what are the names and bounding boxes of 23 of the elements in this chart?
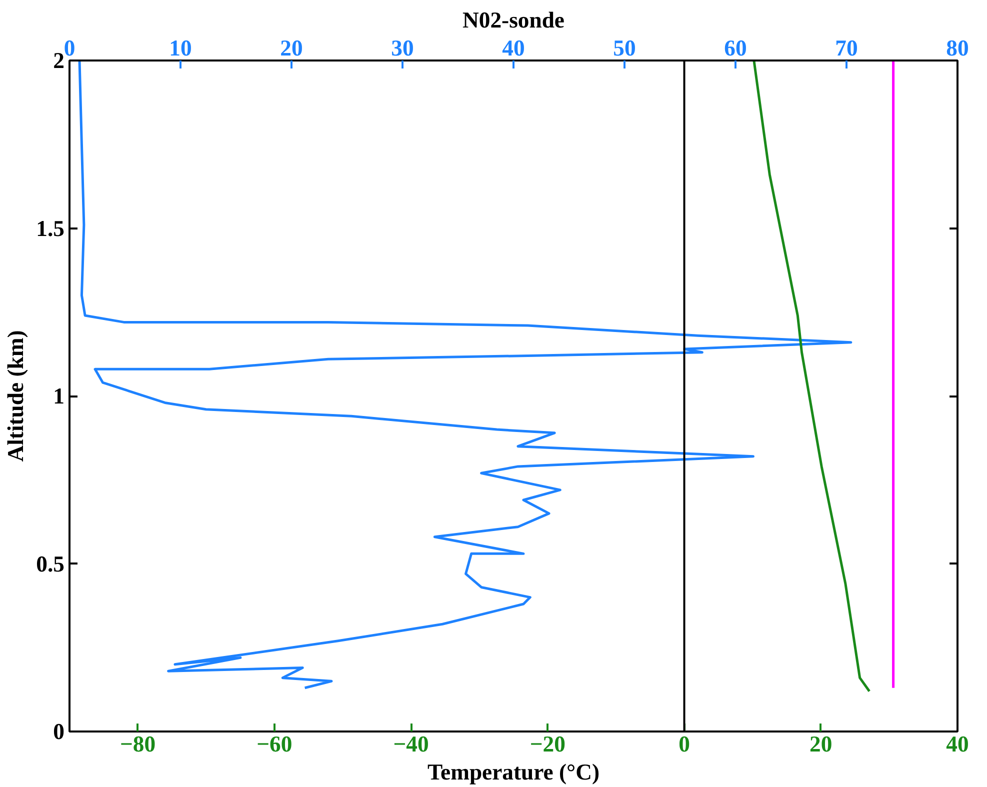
y-tick-label: 0.5 — [36, 551, 65, 576]
x2-tick-label: 40 — [502, 36, 525, 60]
x-tick-label: −60 — [256, 732, 292, 756]
y-tick-label: 1 — [53, 384, 64, 408]
x-tick-label: −40 — [393, 732, 429, 756]
x-axis-title: Temperature (°C) — [427, 760, 600, 784]
x-tick-label: 40 — [946, 732, 969, 756]
x2-tick-label: 20 — [280, 36, 303, 60]
line-series — [752, 60, 871, 692]
y-axis-title: Altitude (km) — [3, 330, 28, 462]
x-tick-label: 0 — [678, 732, 690, 756]
x-tick-label: 20 — [810, 732, 832, 756]
x2-tick-label: 10 — [169, 36, 192, 60]
y-tick-label: 1.5 — [36, 216, 65, 241]
x2-tick-label: 80 — [946, 36, 969, 60]
x-tick-label: −80 — [120, 732, 156, 756]
x2-tick-label: 50 — [613, 36, 636, 60]
x2-tick-label: 30 — [391, 36, 414, 60]
chart-title: N02-sonde — [462, 8, 564, 32]
x-tick-label: −20 — [530, 732, 566, 756]
x2-tick-label: 60 — [724, 36, 747, 60]
x2-tick-label: 70 — [835, 36, 858, 60]
y-tick-label: 2 — [53, 48, 64, 73]
